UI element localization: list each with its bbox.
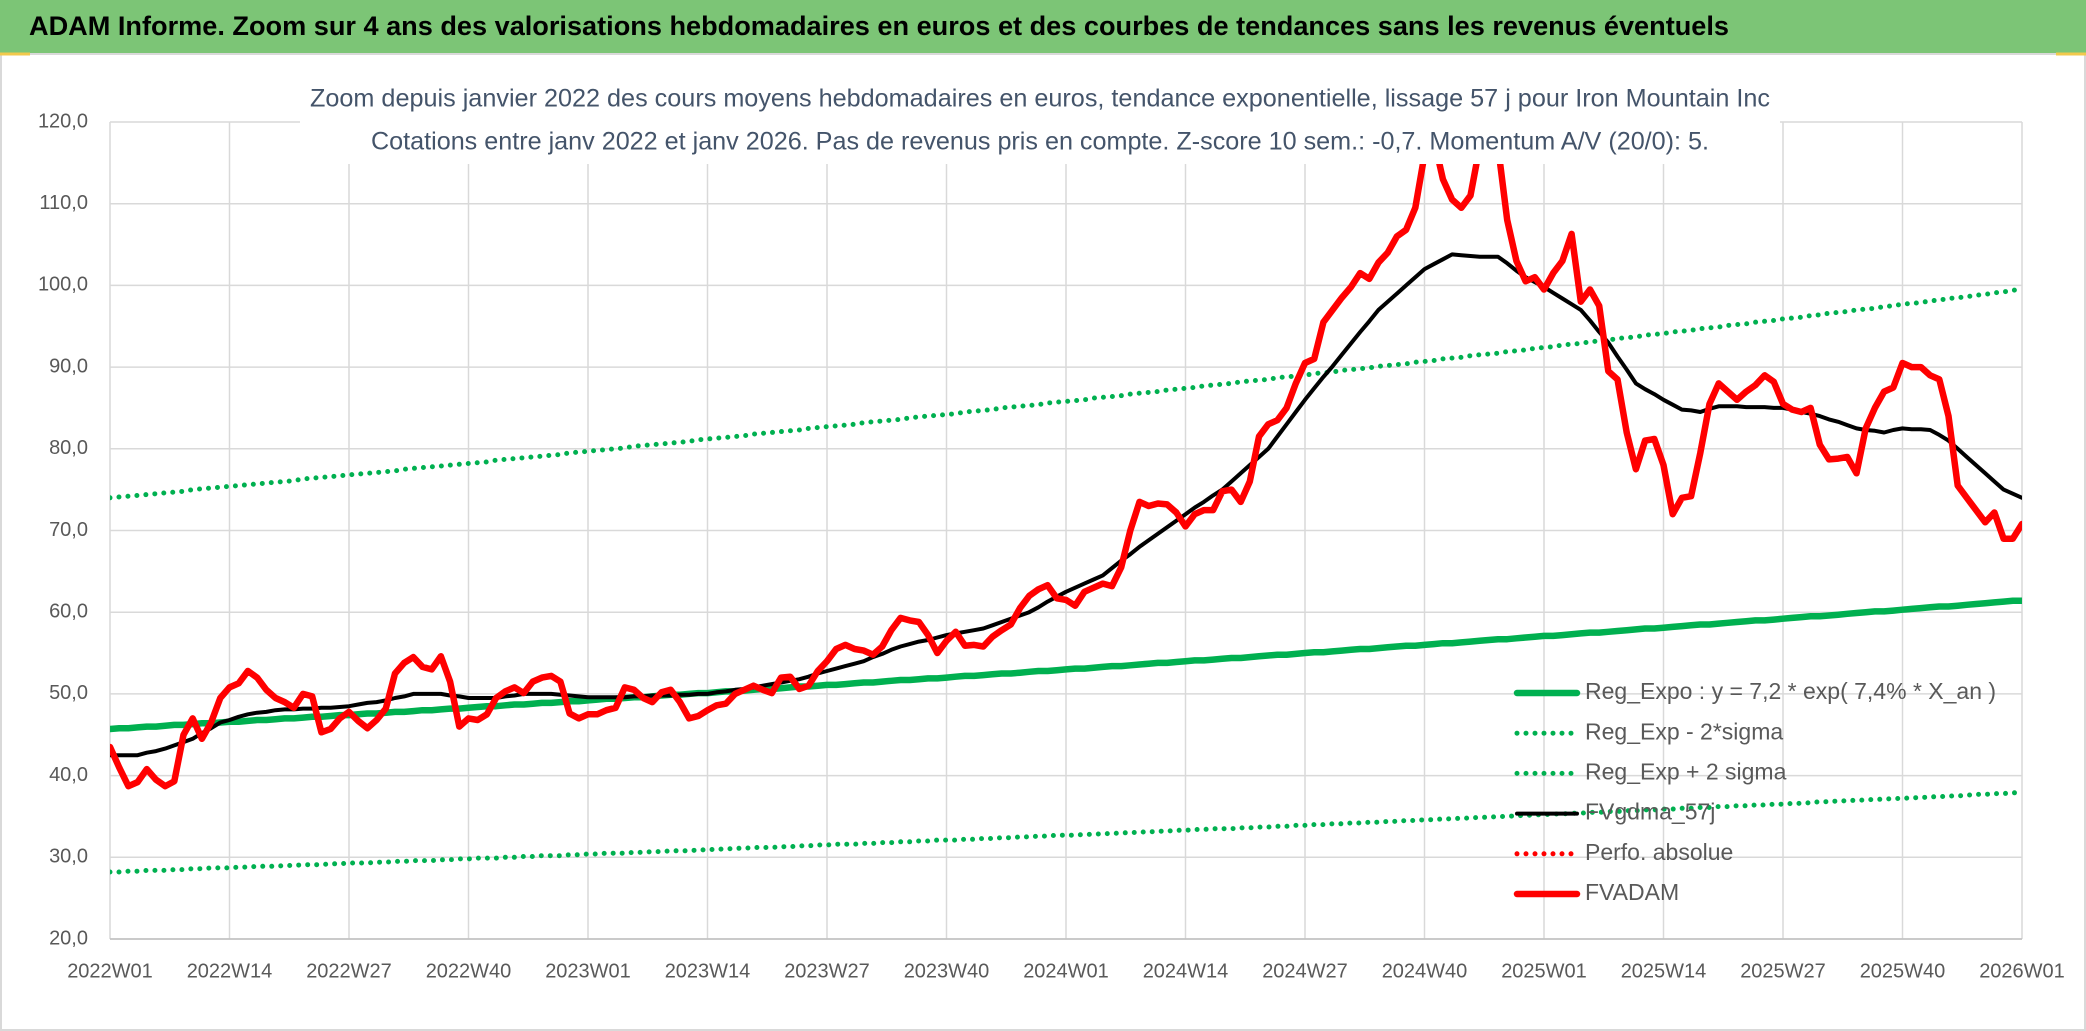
x-tick-label: 2022W14 (187, 960, 273, 982)
legend-label: Reg_Expo : y = 7,2 * exp( 7,4% * X_an ) (1585, 678, 1996, 704)
x-tick-label: 2026W01 (1979, 960, 2065, 982)
x-tick-label: 2023W01 (545, 960, 631, 982)
x-tick-label: 2025W14 (1621, 960, 1707, 982)
header-title: ADAM Informe. Zoom sur 4 ans des valoris… (29, 11, 1729, 41)
y-tick-label: 60,0 (49, 600, 88, 622)
x-tick-label: 2025W01 (1501, 960, 1587, 982)
x-tick-label: 2024W27 (1262, 960, 1348, 982)
y-tick-label: 120,0 (38, 110, 88, 132)
legend: Reg_Expo : y = 7,2 * exp( 7,4% * X_an ) R… (1513, 678, 1996, 905)
x-tick-label: 2022W40 (426, 960, 512, 982)
plot-series (110, 126, 2022, 875)
x-tick-label: 2022W27 (306, 960, 392, 982)
y-tick-label: 50,0 (49, 682, 88, 704)
chart-subtitle: Cotations entre janv 2022 et janv 2026. … (371, 128, 1709, 156)
x-tick-label: 2025W27 (1740, 960, 1826, 982)
y-tick-label: 70,0 (49, 519, 88, 541)
chart-frame (0, 53, 2086, 1031)
header-bar (0, 0, 2086, 53)
x-tick-label: 2023W40 (904, 960, 990, 982)
x-tick-label: 2024W14 (1143, 960, 1229, 982)
series-line (110, 597, 2022, 733)
x-tick-label: 2023W27 (784, 960, 870, 982)
x-tick-label: 2024W01 (1023, 960, 1109, 982)
y-tick-label: 90,0 (49, 355, 88, 377)
series-line (110, 126, 2022, 790)
legend-label: FVgdma_57j (1585, 799, 1715, 825)
x-tick-label: 2023W14 (665, 960, 751, 982)
y-tick-label: 100,0 (38, 274, 88, 296)
series-line (110, 287, 2022, 501)
y-tick-label: 20,0 (49, 927, 88, 949)
y-tick-label: 40,0 (49, 764, 88, 786)
legend-label: Perfo. absolue (1585, 839, 1733, 865)
y-tick-label: 110,0 (39, 192, 88, 214)
legend-label: FVADAM (1585, 879, 1679, 905)
chart-title: Zoom depuis janvier 2022 des cours moyen… (310, 85, 1770, 113)
x-tick-label: 2022W01 (67, 960, 153, 982)
title-box (300, 78, 1780, 164)
axes: 20,0 30,0 40,0 50,0 60,0 70,0 80,0 90,0 100,0 110… (38, 110, 2065, 982)
legend-label: Reg_Exp - 2*sigma (1585, 718, 1783, 744)
y-tick-label: 80,0 (49, 437, 88, 459)
x-tick-label: 2025W40 (1860, 960, 1946, 982)
y-tick-label: 30,0 (49, 846, 88, 868)
x-tick-label: 2024W40 (1382, 960, 1468, 982)
legend-label: Reg_Exp + 2 sigma (1585, 758, 1787, 784)
series-line (110, 252, 2022, 758)
